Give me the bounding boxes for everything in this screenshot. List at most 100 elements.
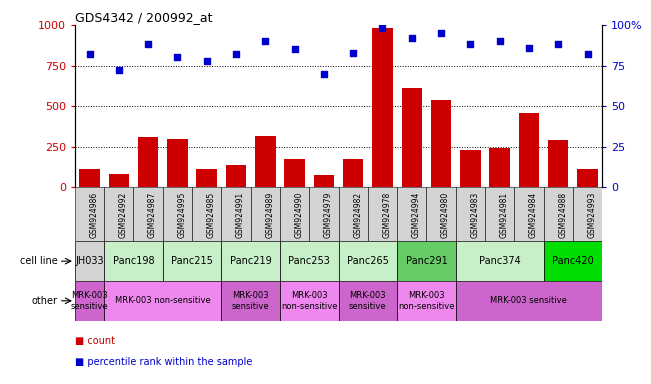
Text: cell line: cell line	[20, 256, 57, 266]
Bar	[456, 187, 485, 241]
Bar	[431, 99, 451, 187]
Text: MRK-003 sensitive: MRK-003 sensitive	[490, 296, 568, 305]
Text: GSM924980: GSM924980	[441, 192, 450, 238]
Bar	[280, 241, 339, 281]
Bar	[460, 150, 480, 187]
Bar	[548, 140, 568, 187]
Text: GSM924993: GSM924993	[588, 192, 596, 238]
Text: GSM924978: GSM924978	[383, 192, 391, 238]
Bar	[339, 241, 397, 281]
Bar	[519, 113, 539, 187]
Point	[406, 35, 417, 41]
Bar	[163, 187, 192, 241]
Text: GSM924982: GSM924982	[353, 192, 362, 238]
Bar	[163, 241, 221, 281]
Bar	[397, 241, 456, 281]
Bar	[456, 281, 602, 321]
Bar	[514, 187, 544, 241]
Bar	[104, 281, 221, 321]
Text: GSM924983: GSM924983	[471, 192, 479, 238]
Text: MRK-003
sensitive: MRK-003 sensitive	[232, 291, 270, 311]
Bar	[397, 281, 456, 321]
Text: Panc198: Panc198	[113, 256, 154, 266]
Bar	[544, 241, 602, 281]
Bar	[221, 187, 251, 241]
Point	[348, 50, 358, 56]
Text: Panc420: Panc420	[552, 256, 594, 266]
Text: GSM924990: GSM924990	[294, 192, 303, 238]
Text: GSM924979: GSM924979	[324, 192, 333, 238]
Bar	[79, 169, 100, 187]
Bar	[104, 241, 163, 281]
Text: JH033: JH033	[76, 256, 104, 266]
Bar	[280, 187, 309, 241]
Bar	[75, 281, 104, 321]
Text: GSM924984: GSM924984	[529, 192, 538, 238]
Point	[583, 51, 593, 57]
Text: GSM924987: GSM924987	[148, 192, 157, 238]
Text: GSM924986: GSM924986	[90, 192, 98, 238]
Bar	[192, 187, 221, 241]
Text: GSM924992: GSM924992	[119, 192, 128, 238]
Text: ■ count: ■ count	[75, 336, 115, 346]
Point	[436, 30, 447, 36]
Text: Panc374: Panc374	[478, 256, 521, 266]
Bar	[226, 164, 246, 187]
Text: GSM924995: GSM924995	[178, 192, 186, 238]
Text: GSM924985: GSM924985	[207, 192, 215, 238]
Bar	[197, 169, 217, 187]
Bar	[397, 187, 426, 241]
Bar	[490, 148, 510, 187]
Text: GSM924981: GSM924981	[500, 192, 508, 238]
Point	[85, 51, 95, 57]
Point	[319, 71, 329, 77]
Bar	[280, 281, 339, 321]
Text: GSM924989: GSM924989	[266, 192, 274, 238]
Point	[231, 51, 242, 57]
Text: MRK-003
sensitive: MRK-003 sensitive	[71, 291, 108, 311]
Point	[465, 41, 476, 48]
Text: GSM924988: GSM924988	[559, 192, 567, 238]
Text: Panc215: Panc215	[171, 256, 213, 266]
Point	[202, 58, 212, 64]
Text: Panc219: Panc219	[230, 256, 271, 266]
Bar	[255, 136, 275, 187]
Text: Panc291: Panc291	[406, 256, 447, 266]
Point	[553, 41, 564, 48]
Text: GSM924994: GSM924994	[412, 192, 421, 238]
Point	[143, 41, 154, 48]
Point	[114, 67, 124, 73]
Bar	[75, 187, 104, 241]
Text: Panc265: Panc265	[347, 256, 389, 266]
Bar	[251, 187, 280, 241]
Point	[378, 25, 388, 31]
Bar	[426, 187, 456, 241]
Bar	[75, 241, 104, 281]
Point	[523, 45, 534, 51]
Text: other: other	[31, 296, 57, 306]
Bar	[221, 241, 280, 281]
Text: MRK-003
non-sensitive: MRK-003 non-sensitive	[398, 291, 454, 311]
Bar	[339, 281, 397, 321]
Bar	[456, 241, 544, 281]
Bar	[133, 187, 163, 241]
Bar	[573, 187, 602, 241]
Bar	[138, 137, 158, 187]
Bar	[368, 187, 397, 241]
Bar	[402, 88, 422, 187]
Bar	[343, 159, 363, 187]
Bar	[109, 174, 129, 187]
Bar	[372, 28, 393, 187]
Bar	[167, 139, 187, 187]
Bar	[339, 187, 368, 241]
Bar	[577, 169, 598, 187]
Point	[173, 55, 183, 61]
Bar	[309, 187, 339, 241]
Bar	[284, 159, 305, 187]
Bar	[485, 187, 514, 241]
Bar	[544, 187, 573, 241]
Text: GDS4342 / 200992_at: GDS4342 / 200992_at	[75, 11, 212, 24]
Text: Panc253: Panc253	[288, 256, 330, 266]
Bar	[104, 187, 133, 241]
Point	[260, 38, 271, 44]
